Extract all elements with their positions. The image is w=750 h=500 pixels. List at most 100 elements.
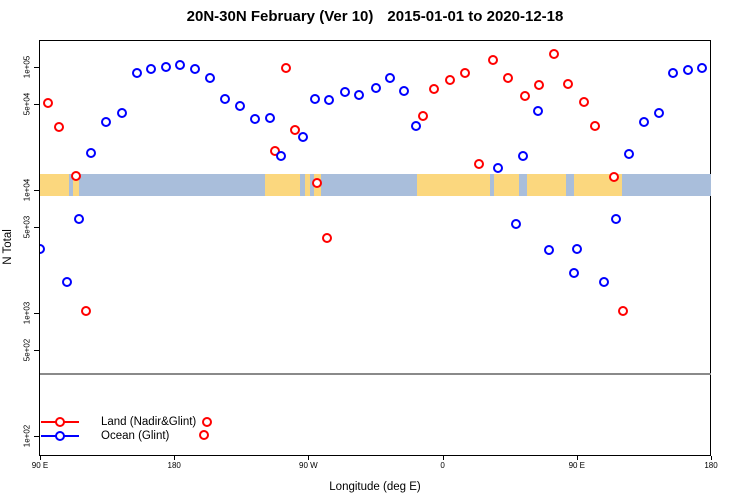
ocean-point: [353, 89, 364, 100]
ocean-point: [571, 243, 582, 254]
land-point: [417, 110, 428, 121]
land-point: [502, 72, 513, 83]
ocean-point: [145, 63, 156, 74]
y-tick: [34, 189, 39, 191]
ocean-point: [410, 120, 421, 131]
ocean-point: [653, 107, 664, 118]
y-axis-title: N Total: [2, 229, 14, 265]
land-segment: [416, 173, 490, 197]
land-point: [311, 177, 322, 188]
ocean-point: [492, 162, 503, 173]
x-tick: [174, 456, 176, 460]
ocean-point: [249, 113, 260, 124]
ocean-point: [219, 93, 230, 104]
legend-marker-icon: [55, 431, 65, 441]
ocean-point: [510, 218, 521, 229]
ocean-point: [117, 107, 127, 118]
chart-title-dates: 2015-01-01 to 2020-12-18: [387, 8, 564, 25]
ocean-point: [667, 67, 678, 78]
land-point: [589, 120, 600, 131]
legend-symbol: [41, 417, 79, 427]
ocean-point: [384, 72, 395, 83]
y-tick-label: 1e+03: [22, 301, 32, 325]
ocean-point: [323, 94, 334, 105]
ocean-point: [174, 59, 185, 70]
y-tick-label: 1e+02: [22, 424, 32, 448]
land-point: [533, 79, 544, 90]
ocean-point: [275, 150, 286, 161]
legend-marker-icon: [55, 417, 65, 427]
ocean-point: [40, 243, 46, 254]
ocean-point: [100, 116, 111, 127]
land-point: [321, 232, 332, 243]
ocean-point: [339, 86, 350, 97]
land-point: [578, 96, 589, 107]
ocean-point: [73, 213, 84, 224]
legend-symbol: [41, 431, 79, 441]
y-tick: [34, 226, 39, 228]
land-point: [608, 171, 619, 182]
land-point: [70, 170, 81, 181]
ocean-point: [131, 67, 142, 78]
x-tick-label: 90 W: [299, 461, 318, 470]
x-tick: [576, 456, 578, 460]
land-point: [53, 121, 64, 132]
y-tick-label: 1e+05: [22, 55, 32, 78]
y-tick: [34, 312, 39, 314]
ocean-point: [696, 62, 707, 73]
ocean-point: [532, 105, 543, 116]
x-tick-label: 90 E: [568, 461, 586, 470]
x-tick-label: 180: [704, 461, 718, 470]
land-segment: [40, 173, 70, 197]
ocean-point: [568, 267, 579, 278]
map-band: [40, 173, 711, 197]
chart-title: 20N-30N February (Ver 10) 2015-01-01 to …: [0, 8, 750, 25]
land-point: [428, 83, 439, 94]
y-tick: [34, 435, 39, 437]
ocean-point: [264, 112, 275, 123]
land-point: [444, 74, 455, 85]
y-tick-label: 1e+04: [22, 178, 32, 202]
legend-entry: Land (Nadir&Glint): [41, 415, 196, 429]
land-segment: [494, 173, 520, 197]
y-tick-label: 5e+03: [22, 215, 32, 239]
land-point: [562, 78, 573, 89]
legend-label: Ocean (Glint): [101, 430, 170, 442]
ocean-point: [189, 63, 200, 74]
land-segment: [72, 173, 79, 197]
land-point: [269, 145, 280, 156]
ocean-point: [234, 100, 245, 111]
y-tick-label: 5e+02: [22, 338, 32, 362]
chart-title-main: 20N-30N February (Ver 10): [186, 8, 374, 25]
land-point: [201, 416, 212, 427]
y-tick: [34, 349, 39, 351]
land-point: [548, 48, 559, 59]
land-segment: [264, 173, 301, 197]
y-tick-label: 5e+04: [22, 92, 32, 116]
ocean-point: [598, 276, 609, 287]
ocean-point: [638, 116, 649, 127]
reference-line: [40, 372, 711, 375]
ocean-point: [398, 85, 409, 96]
ocean-point: [543, 244, 554, 255]
ocean-point: [682, 64, 693, 75]
ocean-point: [61, 276, 72, 287]
x-tick-label: 90 E: [31, 461, 49, 470]
land-point: [198, 429, 209, 440]
land-point: [519, 90, 530, 101]
x-tick: [40, 456, 41, 460]
ocean-point: [297, 131, 308, 142]
legend-entry: Ocean (Glint): [41, 429, 196, 443]
y-tick: [34, 103, 39, 105]
legend: Land (Nadir&Glint) Ocean (Glint): [41, 415, 196, 443]
land-segment: [304, 173, 310, 197]
land-point: [459, 67, 470, 78]
ocean-point: [85, 147, 96, 158]
land-point: [43, 97, 54, 108]
land-point: [617, 305, 628, 316]
land-point: [80, 305, 91, 316]
land-point: [280, 62, 291, 73]
land-point: [473, 158, 484, 169]
y-tick: [34, 66, 39, 68]
